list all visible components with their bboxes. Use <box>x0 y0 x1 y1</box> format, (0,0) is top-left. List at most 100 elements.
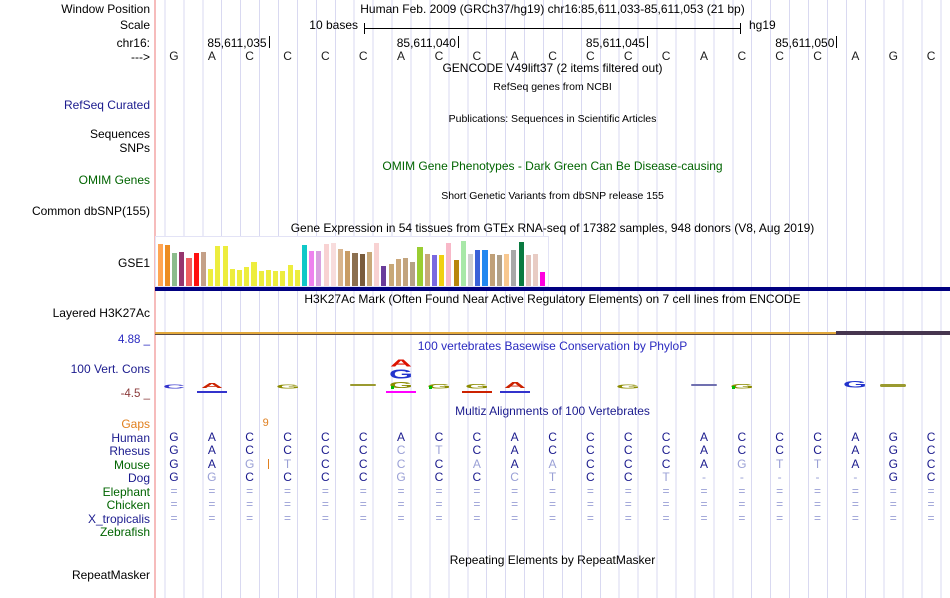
gtex-tissue-bar <box>424 254 430 286</box>
track-label-refseq-curated[interactable]: RefSeq Curated <box>63 98 150 112</box>
h3k27ac-signal-baseline <box>155 334 950 335</box>
alignment-cell: C <box>926 443 936 457</box>
alignment-cell: C <box>737 429 747 444</box>
track-title-h3k27ac[interactable]: H3K27Ac Mark (Often Found Near Active Re… <box>304 292 801 306</box>
alignment-cell: = <box>889 483 897 498</box>
track-title-repeatmasker[interactable]: Repeating Elements by RepeatMasker <box>449 553 656 567</box>
alignment-cell: = <box>700 497 708 511</box>
track-label-elephant[interactable]: Elephant <box>102 484 150 499</box>
track-label-rhesus[interactable]: Rhesus <box>109 444 150 458</box>
conservation-letter: G <box>427 383 451 390</box>
alignment-cell: = <box>549 497 557 511</box>
track-label-human[interactable]: Human <box>111 430 150 445</box>
track-label-omim-genes[interactable]: OMIM Genes <box>78 173 150 187</box>
alignment-cell: = <box>473 510 481 525</box>
gtex-tissue-bar <box>359 254 365 286</box>
track-label-zebrafish[interactable]: Zebrafish <box>99 525 150 539</box>
conservation-letter: G <box>730 383 754 390</box>
alignment-cell: C <box>586 443 595 457</box>
track-label-gaps[interactable]: Gaps <box>121 417 150 431</box>
alignment-cell: C <box>661 456 671 471</box>
alignment-cell: C <box>926 429 936 444</box>
strand-arrow-label: ---> <box>131 50 150 64</box>
alignment-cell: C <box>623 443 633 457</box>
alignment-cell: G <box>888 456 898 471</box>
alignment-cell: G <box>396 470 406 484</box>
conservation-bar <box>691 384 717 386</box>
gtex-expression-chart[interactable] <box>155 236 549 287</box>
alignment-cell: = <box>549 510 557 525</box>
track-label-mouse[interactable]: Mouse <box>113 457 150 472</box>
conservation-dot <box>429 386 432 389</box>
alignment-cell: C <box>623 456 633 471</box>
track-title-multiz[interactable]: Multiz Alignments of 100 Vertebrates <box>455 404 650 418</box>
alignment-cell: A <box>699 429 708 444</box>
track-title-refseq[interactable]: RefSeq genes from NCBI <box>493 81 612 93</box>
gtex-tissue-bar <box>504 254 510 286</box>
alignment-cell: T <box>775 456 784 471</box>
alignment-cell: A <box>397 429 406 444</box>
position-label: 85,611,050 <box>775 36 835 50</box>
position-label: 85,611,045 <box>585 36 646 50</box>
gtex-tissue-bar <box>280 271 286 286</box>
alignment-cell: = <box>662 483 670 498</box>
conservation-letter: G <box>616 384 641 390</box>
track-label-repeatmasker[interactable]: RepeatMasker <box>71 568 150 582</box>
alignment-cell: = <box>473 497 481 511</box>
alignment-cell: = <box>170 497 178 511</box>
track-label-gse1[interactable]: GSE1 <box>117 256 150 270</box>
alignment-cell: T <box>435 443 443 457</box>
track-title-gtex[interactable]: Gene Expression in 54 tissues from GTEx … <box>290 221 815 235</box>
alignment-cell: = <box>321 497 329 511</box>
alignment-cell: = <box>321 510 329 525</box>
gtex-tissue-bar <box>251 262 257 286</box>
gtex-tissue-bar <box>403 258 409 286</box>
gtex-tissue-bar <box>301 245 308 286</box>
alignment-cell: = <box>776 483 784 498</box>
scale-label: Scale <box>119 18 150 32</box>
track-label-chicken[interactable]: Chicken <box>106 498 150 512</box>
track-label-snps[interactable]: SNPs <box>119 141 150 155</box>
gtex-tissue-bar <box>366 252 373 286</box>
gtex-tissue-bar <box>330 243 336 286</box>
track-label-100-vert-cons[interactable]: 100 Vert. Cons <box>70 362 150 376</box>
gtex-tissue-bar <box>417 247 423 286</box>
track-title-omim[interactable]: OMIM Gene Phenotypes - Dark Green Can Be… <box>382 159 723 173</box>
alignment-cell: C <box>813 429 822 444</box>
track-title-gencode[interactable]: GENCODE V49lift37 (2 items filtered out) <box>442 61 663 75</box>
alignment-cell: C <box>245 470 254 484</box>
alignment-cell: = <box>927 483 935 498</box>
alignment-cell: A <box>207 456 216 471</box>
alignment-cell: C <box>358 429 368 444</box>
track-label-dog[interactable]: Dog <box>127 471 150 485</box>
alignment-cell: = <box>511 497 519 511</box>
gtex-tissue-bar <box>222 246 228 286</box>
track-label-x_tropicalis[interactable]: X_tropicalis <box>87 511 150 526</box>
gtex-tissue-bar <box>453 260 459 286</box>
alignment-cell: = <box>851 510 859 525</box>
alignment-cell: C <box>661 429 671 444</box>
track-label-common-dbsnp[interactable]: Common dbSNP(155) <box>31 204 150 218</box>
track-title-phylop[interactable]: 100 vertebrates Basewise Conservation by… <box>417 339 688 353</box>
gtex-tissue-bar <box>265 270 271 286</box>
track-label-layered-h3k27ac[interactable]: Layered H3K27Ac <box>52 306 150 320</box>
track-title-publications[interactable]: Publications: Sequences in Scientific Ar… <box>448 113 657 125</box>
alignment-cell: = <box>208 510 216 525</box>
scale-ruler <box>364 28 741 29</box>
alignment-cell: = <box>397 483 405 498</box>
alignment-cell: = <box>435 510 443 525</box>
alignment-cell: G <box>888 470 898 484</box>
alignment-cell: = <box>435 497 443 511</box>
position-tick <box>647 36 649 48</box>
alignment-cell: - <box>739 470 744 484</box>
alignment-cell: - <box>853 470 858 484</box>
alignment-cell: = <box>776 497 784 511</box>
track-label-sequences[interactable]: Sequences <box>89 127 150 141</box>
window-left-edge-line <box>154 0 156 598</box>
alignment-cell: A <box>851 456 860 471</box>
alignment-cell: C <box>737 443 747 457</box>
track-title-dbsnp[interactable]: Short Genetic Variants from dbSNP releas… <box>441 190 664 202</box>
gtex-tissue-bar <box>208 269 214 286</box>
alignment-cell: G <box>207 470 217 484</box>
